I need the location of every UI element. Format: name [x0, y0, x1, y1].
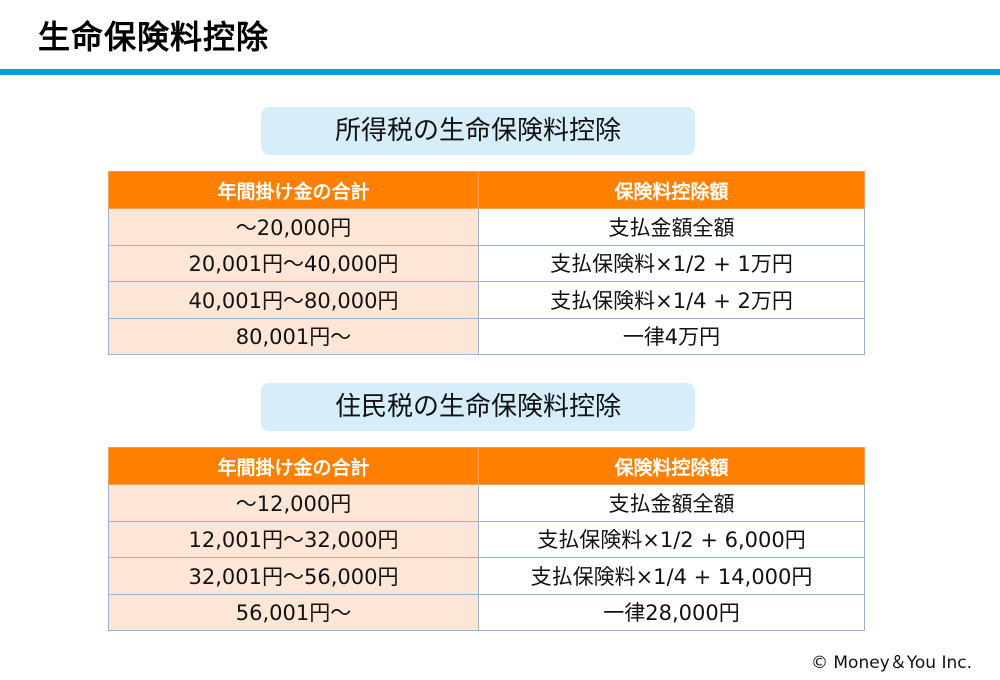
premium-range-cell: ～12,000円 [108, 484, 479, 522]
deduction-amount-cell: 一律28,000円 [478, 593, 865, 631]
income-tax-deduction-table: 年間掛け金の合計 保険料控除額 ～20,000円 支払金額全額 20,001円～… [108, 171, 865, 355]
deduction-amount-cell: 支払金額全額 [478, 208, 865, 246]
deduction-amount-cell: 支払金額全額 [478, 484, 865, 522]
column-header-annual-premium: 年間掛け金の合計 [108, 171, 479, 209]
premium-range-cell: ～20,000円 [108, 208, 479, 246]
table-row: 40,001円～80,000円 支払保険料×1/4 + 2万円 [108, 281, 865, 319]
premium-range-cell: 32,001円～56,000円 [108, 557, 479, 595]
table-row: 32,001円～56,000円 支払保険料×1/4 + 14,000円 [108, 557, 865, 595]
deduction-amount-cell: 支払保険料×1/4 + 2万円 [478, 281, 865, 319]
premium-range-cell: 56,001円～ [108, 593, 479, 631]
premium-range-cell: 20,001円～40,000円 [108, 244, 479, 282]
deduction-amount-cell: 支払保険料×1/4 + 14,000円 [478, 557, 865, 595]
table-row: 80,001円～ 一律4万円 [108, 317, 865, 355]
deduction-amount-cell: 一律4万円 [478, 317, 865, 355]
title-divider [0, 69, 1000, 75]
premium-range-cell: 80,001円～ [108, 317, 479, 355]
income-tax-heading: 所得税の生命保険料控除 [261, 107, 695, 155]
column-header-annual-premium: 年間掛け金の合計 [108, 447, 479, 485]
deduction-amount-cell: 支払保険料×1/2 + 1万円 [478, 244, 865, 282]
table-row: ～12,000円 支払金額全額 [108, 484, 865, 522]
table-row: 56,001円～ 一律28,000円 [108, 593, 865, 631]
premium-range-cell: 40,001円～80,000円 [108, 281, 479, 319]
premium-range-cell: 12,001円～32,000円 [108, 520, 479, 558]
copyright-notice: © Money＆You Inc. [810, 653, 972, 673]
resident-tax-deduction-table: 年間掛け金の合計 保険料控除額 ～12,000円 支払金額全額 12,001円～… [108, 447, 865, 631]
deduction-amount-cell: 支払保険料×1/2 + 6,000円 [478, 520, 865, 558]
column-header-deduction-amount: 保険料控除額 [478, 447, 865, 485]
resident-tax-heading: 住民税の生命保険料控除 [261, 383, 695, 431]
table-row: 12,001円～32,000円 支払保険料×1/2 + 6,000円 [108, 520, 865, 558]
table-header-row: 年間掛け金の合計 保険料控除額 [108, 171, 865, 209]
table-row: 20,001円～40,000円 支払保険料×1/2 + 1万円 [108, 244, 865, 282]
table-row: ～20,000円 支払金額全額 [108, 208, 865, 246]
table-header-row: 年間掛け金の合計 保険料控除額 [108, 447, 865, 485]
page-title: 生命保険料控除 [38, 18, 270, 56]
column-header-deduction-amount: 保険料控除額 [478, 171, 865, 209]
